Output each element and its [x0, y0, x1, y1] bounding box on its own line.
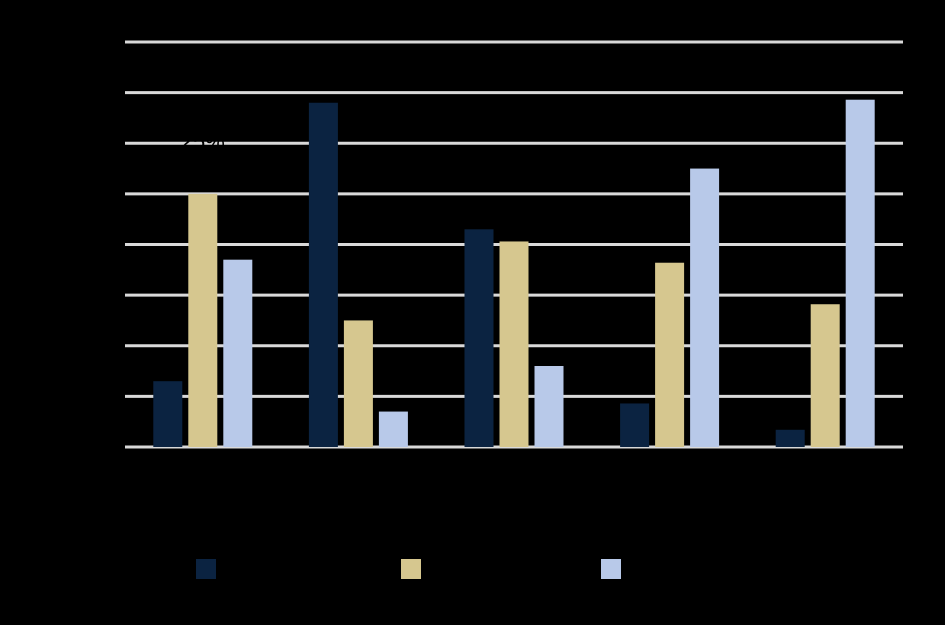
data-label-series1-cat5: 1%: [774, 365, 806, 390]
bar-series1-cat2: [308, 102, 338, 447]
data-label-series2-cat2: 12%: [336, 255, 380, 280]
bar-series3-cat1: [223, 259, 253, 447]
bar-series2-cat3: [499, 241, 529, 447]
bar-series1-cat5: [775, 429, 805, 447]
legend-swatch-3: [601, 559, 621, 579]
bar-series2-cat4: [655, 262, 685, 447]
bar-series3-cat2: [378, 411, 408, 447]
bar-series2-cat5: [810, 304, 840, 447]
data-label-series3-cat4: 30%: [683, 104, 727, 129]
data-labels: 6% 21% 1% 25% 12% 30%: [152, 104, 806, 390]
bar-series3-cat5: [845, 99, 875, 448]
legend: [196, 559, 621, 579]
bars: [153, 99, 875, 448]
bar-series3-cat3: [534, 366, 564, 447]
data-label-series1-cat3: 21%: [457, 164, 501, 189]
data-label-series2-cat1: 25%: [181, 129, 225, 154]
bar-series1-cat1: [153, 381, 183, 447]
data-label-series1-cat1: 6%: [152, 316, 184, 341]
bar-series1-cat4: [620, 403, 650, 447]
bar-series3-cat4: [690, 168, 720, 447]
legend-swatch-2: [401, 559, 421, 579]
bar-series2-cat2: [343, 320, 373, 447]
bar-series1-cat3: [464, 229, 494, 447]
bar-series2-cat1: [188, 193, 218, 447]
legend-swatch-1: [196, 559, 216, 579]
